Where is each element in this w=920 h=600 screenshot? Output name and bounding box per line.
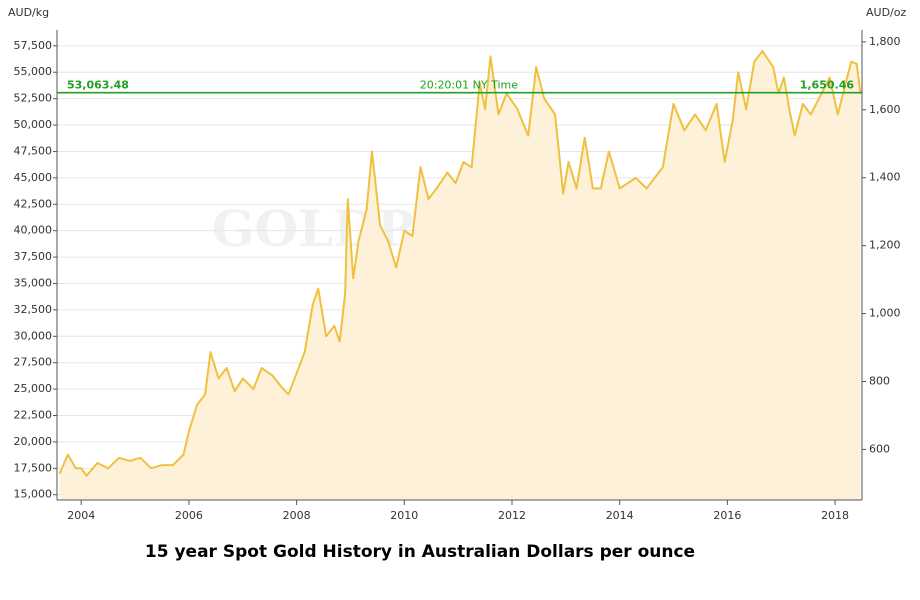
line bbox=[58, 50, 862, 477]
y-tick-label: 25,000 bbox=[14, 382, 53, 395]
y-tick-label: 20,000 bbox=[14, 435, 53, 448]
y-tick-label: 42,500 bbox=[14, 197, 53, 210]
x-tick-label: 2004 bbox=[67, 509, 95, 522]
y-tick-label: 50,000 bbox=[14, 118, 53, 131]
y2-tick-label: 1,400 bbox=[869, 171, 901, 184]
y-tick-label: 55,000 bbox=[14, 65, 53, 78]
x-tick-label: 2012 bbox=[498, 509, 526, 522]
x-tick-label: 2010 bbox=[390, 509, 418, 522]
y2-tick-label: 800 bbox=[869, 374, 890, 387]
y-tick-label: 35,000 bbox=[14, 276, 53, 289]
x-tick-label: 2014 bbox=[606, 509, 634, 522]
y-tick-label: 57,500 bbox=[14, 39, 53, 52]
y2-tick-label: 1,000 bbox=[869, 307, 901, 320]
x-tick-label: 2016 bbox=[713, 509, 741, 522]
reference-label: 1,650.46 bbox=[800, 79, 855, 92]
y-tick-label: 30,000 bbox=[14, 329, 53, 342]
annotation: 20:20:01 NY Time bbox=[420, 79, 518, 92]
y-tick-label: 47,500 bbox=[14, 144, 53, 157]
x-tick-label: 2006 bbox=[175, 509, 203, 522]
area bbox=[59, 51, 861, 500]
y-tick-label: 52,500 bbox=[14, 92, 53, 105]
y-tick-label: 15,000 bbox=[14, 488, 53, 501]
y-tick-label: 17,500 bbox=[14, 461, 53, 474]
y2-tick-label: 1,800 bbox=[869, 35, 901, 48]
y2-tick-label: 1,200 bbox=[869, 239, 901, 252]
y2-axis-label: AUD/oz bbox=[866, 6, 906, 19]
reference-label: 53,063.48 bbox=[67, 79, 129, 92]
y-tick-label: 37,500 bbox=[14, 250, 53, 263]
y-axis-label: AUD/kg bbox=[8, 6, 49, 19]
y-tick-label: 32,500 bbox=[14, 303, 53, 316]
y-tick-label: 40,000 bbox=[14, 224, 53, 237]
x-tick-label: 2018 bbox=[821, 509, 849, 522]
y2-tick-label: 600 bbox=[869, 442, 890, 455]
y-tick-label: 22,500 bbox=[14, 409, 53, 422]
y-tick-label: 27,500 bbox=[14, 356, 53, 369]
y-tick-label: 45,000 bbox=[14, 171, 53, 184]
x-tick-label: 2008 bbox=[283, 509, 311, 522]
chart-title: 15 year Spot Gold History in Australian … bbox=[145, 542, 695, 562]
y2-tick-label: 1,600 bbox=[869, 103, 901, 116]
